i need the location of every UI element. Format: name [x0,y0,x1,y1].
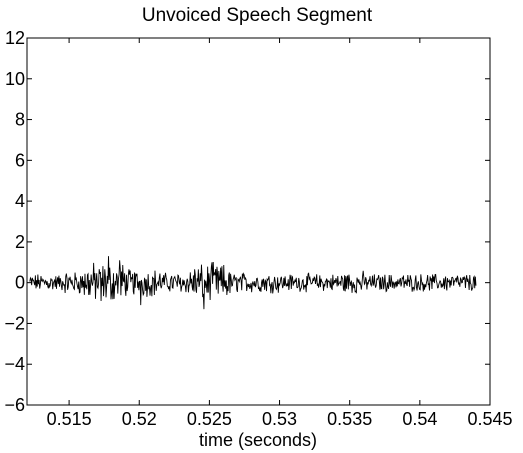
y-tick-label: 6 [15,150,25,170]
x-tick-label: 0.525 [187,409,232,429]
axes-box [26,37,491,406]
y-tick-label: 12 [5,28,25,48]
y-tick-label: 0 [15,273,25,293]
x-tick-label: 0.535 [327,409,372,429]
y-tick-label: 8 [15,110,25,130]
y-tick-label: −4 [4,354,25,374]
y-tick-label: −6 [4,395,25,415]
chart-title: Unvoiced Speech Segment [142,5,373,26]
x-tick-label: 0.53 [262,409,297,429]
signal-series [29,256,477,310]
y-tick-label: 4 [15,191,25,211]
x-ticks: 0.515 0.52 0.525 0.53 0.535 0.54 0.545 [47,38,513,429]
plot-area: 0.515 0.52 0.525 0.53 0.535 0.54 0.545 −6 −4 −2 0… [4,28,512,429]
y-tick-label: 10 [5,69,25,89]
y-ticks: −6 −4 −2 0 2 4 6 8 10 12 [4,28,490,415]
x-tick-label: 0.52 [122,409,157,429]
x-tick-label: 0.545 [467,409,512,429]
x-axis-label: time (seconds) [199,430,317,450]
signal-line [29,256,477,310]
y-tick-label: −2 [4,313,25,333]
x-tick-label: 0.54 [402,409,437,429]
x-tick-label: 0.515 [47,409,92,429]
y-tick-label: 2 [15,232,25,252]
